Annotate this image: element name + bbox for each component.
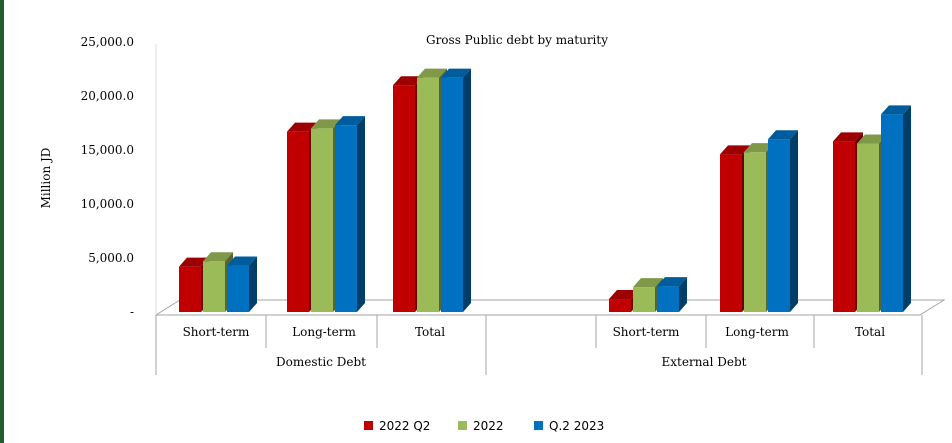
y-tick-label: 15,000.0 [81,143,134,157]
bar-top [720,145,750,155]
legend-label: Q.2 2023 [549,419,604,433]
y-tick-label: - [130,305,134,319]
bar-front [633,287,655,312]
bar-front [609,299,631,312]
group-label: Domestic Debt [276,355,366,369]
bar-top [768,130,798,140]
bar-front [417,77,439,312]
legend-swatch [364,421,373,430]
bar-top [203,252,233,262]
bar-front [720,154,742,312]
bar-top [393,76,423,86]
bar-front [441,77,463,312]
bar-top [227,256,257,266]
bar-q-2-2023-3 [657,277,687,312]
bar-top [311,119,341,129]
bar-side [357,116,365,312]
bar-front [179,266,201,312]
bar-side [249,256,257,312]
bar-front [203,261,225,312]
bar-q-2-2023-1 [335,116,365,312]
bar-front [744,152,766,312]
bar-top [441,68,471,78]
legend: 2022 Q2 2022 Q.2 2023 [364,419,604,433]
bar-q-2-2023-0 [227,256,257,312]
bar-q-2-2023-5 [881,105,911,312]
category-label: Short-term [183,325,250,339]
bar-top [857,134,887,144]
bar-top [744,143,774,153]
bar-front [287,131,309,312]
bar-top [833,132,863,142]
y-tick-label: 20,000.0 [81,89,134,103]
bar-q-2-2023-2 [441,68,471,312]
legend-item: 2022 Q2 [364,419,430,433]
bar-side [903,105,911,312]
category-label: Short-term [613,325,680,339]
bar-front [857,143,879,312]
bar-q-2-2023-4 [768,130,798,312]
group-label: External Debt [662,355,747,369]
bar-front [311,128,333,312]
bar-side [463,68,471,312]
y-tick-label: 25,000.0 [81,35,134,49]
bar-top [609,290,639,300]
bar-top [657,277,687,287]
chart-title: Gross Public debt by maturity [426,33,608,47]
bar-front [393,85,415,312]
category-label: Total [855,325,885,339]
bar-front [881,114,903,312]
y-tick-label: 10,000.0 [81,197,134,211]
legend-item: 2022 [458,419,504,433]
legend-item: Q.2 2023 [534,419,604,433]
y-axis-label: Million JD [39,148,53,209]
bar-side [679,277,687,312]
chart-svg: Gross Public debt by maturity Million JD… [39,33,946,433]
bar-top [633,278,663,288]
floor-plane [154,299,946,316]
bar-top [335,116,365,126]
category-label: Long-term [725,325,789,339]
bar-top [287,122,317,132]
plot-floor [154,44,946,316]
bar-front [335,125,357,312]
legend-label: 2022 Q2 [379,419,430,433]
bar-front [833,141,855,312]
x-axis: Short-term Long-term Total Domestic Debt Sho… [155,315,923,375]
category-label: Long-term [292,325,356,339]
bar-front [768,139,790,312]
bar-top [417,68,447,78]
y-axis-ticks: - 5,000.0 10,000.0 15,000.0 20,000.0 25,000.0 [81,35,134,319]
bars-layer [179,68,911,313]
bar-side [790,130,798,312]
legend-swatch [458,421,467,430]
bar-top [881,105,911,115]
y-tick-label: 5,000.0 [88,251,134,265]
legend-label: 2022 [473,419,504,433]
legend-swatch [534,421,543,430]
bar-top [179,257,209,267]
category-label: Total [415,325,445,339]
bar-front [657,286,679,312]
bar-front [227,265,249,312]
